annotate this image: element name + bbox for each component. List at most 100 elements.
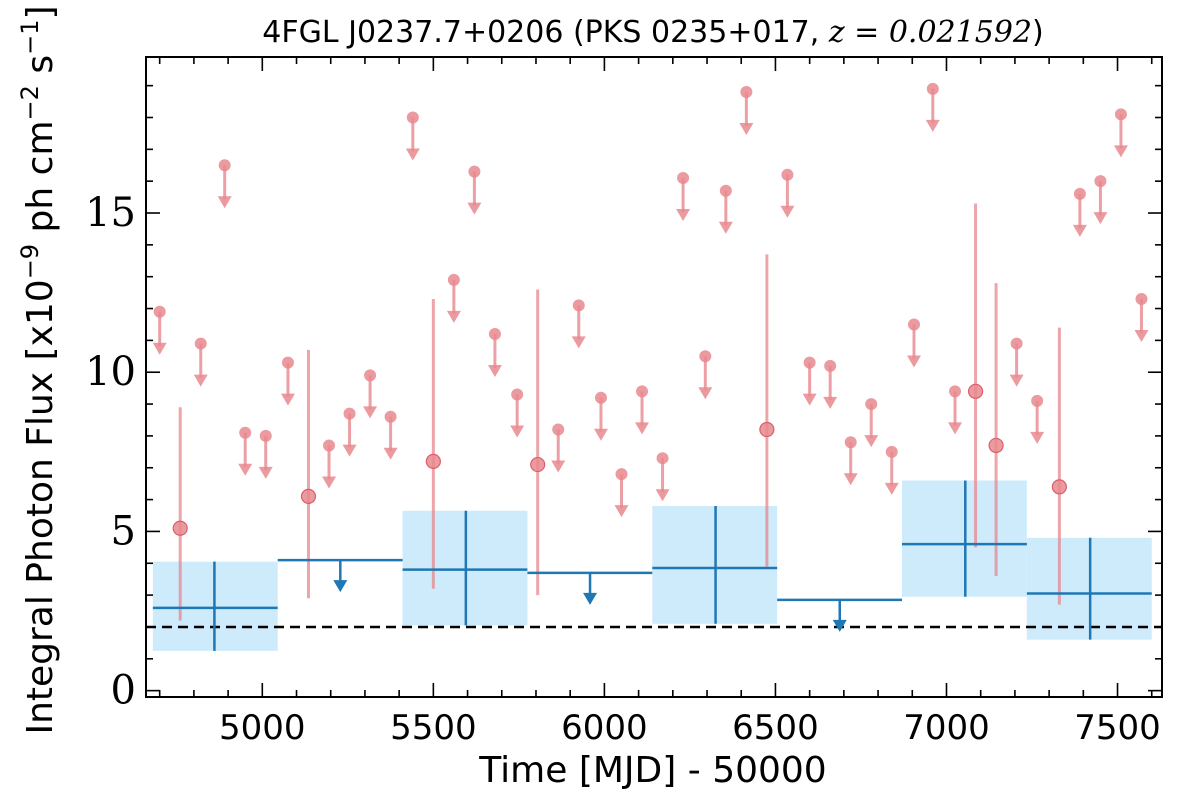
short-bin-upper-limit-point <box>781 168 794 181</box>
short-bin-upper-limit-arrow <box>342 444 357 457</box>
short-bin-detection-point <box>530 456 546 473</box>
short-bin-upper-limit-arrow <box>1030 431 1045 444</box>
short-bin-upper-limit-arrow <box>258 466 273 479</box>
short-bin-upper-limit-arrow <box>864 435 879 448</box>
short-bin-upper-limit-arrow <box>718 221 733 234</box>
short-bin-upper-limit-arrow <box>467 202 482 215</box>
short-bin-upper-limit-arrow <box>843 473 858 486</box>
short-bin-upper-limit-point <box>406 111 419 124</box>
short-bin-upper-limit-point <box>194 337 207 350</box>
y-tick-label: 10 <box>85 349 136 395</box>
long-bin-upper-limit-arrow <box>583 592 598 605</box>
short-bin-detection-point <box>300 488 317 505</box>
y-tick-label: 5 <box>111 508 136 554</box>
short-bin-upper-limit-point <box>865 398 878 411</box>
short-bin-upper-limit-arrow <box>906 355 921 368</box>
short-bin-upper-limit-point <box>343 407 356 420</box>
y-axis-label: Integral Photon Flux [x10−9 ph cm−2 s−1] <box>16 5 61 734</box>
x-tick-label: 7000 <box>903 708 990 748</box>
x-tick-label: 6000 <box>561 708 648 748</box>
short-bin-detection-point <box>988 437 1004 454</box>
short-bin-upper-limit-arrow <box>823 396 838 409</box>
short-bin-upper-limit-arrow <box>193 374 208 387</box>
short-bin-upper-limit-arrow <box>487 365 502 378</box>
short-bin-upper-limit-arrow <box>322 476 337 489</box>
x-tick-label: 5000 <box>219 708 306 748</box>
short-bin-upper-limit-point <box>824 359 837 372</box>
short-bin-upper-limit-arrow <box>948 422 963 435</box>
short-bin-upper-limit-point <box>239 426 252 439</box>
short-bin-upper-limit-arrow <box>780 205 795 218</box>
short-bin-upper-limit-point <box>803 356 816 369</box>
short-bin-upper-limit-point <box>153 305 166 318</box>
short-bin-upper-limit-arrow <box>1134 329 1149 342</box>
x-tick-label: 7500 <box>1074 708 1161 748</box>
short-bin-upper-limit-point <box>1114 108 1127 121</box>
short-bin-detection-point <box>172 520 188 536</box>
short-bin-upper-limit-point <box>323 439 336 452</box>
short-bin-upper-limit-point <box>615 468 628 481</box>
short-bin-upper-limit-point <box>656 452 669 465</box>
short-bin-upper-limit-point <box>1031 394 1044 407</box>
short-bin-upper-limit-arrow <box>571 336 586 349</box>
short-bin-upper-limit-arrow <box>925 119 940 132</box>
short-bin-upper-limit-point <box>364 369 377 382</box>
short-bin-upper-limit-arrow <box>238 463 253 476</box>
short-bin-upper-limit-arrow <box>1009 374 1024 387</box>
short-bin-upper-limit-arrow <box>739 123 754 136</box>
short-bin-upper-limit-point <box>552 423 565 436</box>
short-bin-upper-limit-point <box>885 445 898 458</box>
short-bin-upper-limit-point <box>259 429 272 442</box>
x-axis-label: Time [MJD] - 50000 <box>478 750 826 791</box>
short-bin-detection-point <box>759 421 775 438</box>
short-bin-upper-limit-point <box>1073 187 1086 200</box>
short-bin-upper-limit-arrow <box>655 489 670 502</box>
short-bin-upper-limit-point <box>572 299 585 312</box>
short-bin-upper-limit-arrow <box>280 393 295 406</box>
short-bin-upper-limit-point <box>218 159 231 172</box>
short-bin-upper-limit-point <box>1094 175 1107 188</box>
short-bin-upper-limit-arrow <box>614 505 629 518</box>
short-bin-upper-limit-point <box>699 350 712 363</box>
short-bin-upper-limit-point <box>636 385 649 398</box>
short-bin-upper-limit-arrow <box>383 447 398 460</box>
short-bin-upper-limit-arrow <box>635 422 650 435</box>
long-bin-upper-limit-arrow <box>832 619 847 632</box>
short-bin-upper-limit-arrow <box>551 460 566 473</box>
short-bin-upper-limit-point <box>926 82 939 95</box>
short-bin-upper-limit-point <box>1135 292 1148 305</box>
short-bin-upper-limit-point <box>719 184 732 197</box>
plot-frame <box>145 56 1163 698</box>
short-bin-upper-limit-arrow <box>510 425 525 438</box>
short-bin-upper-limit-point <box>594 391 607 404</box>
x-axis: 5000 5500 6000 6500 7000 7500 <box>158 57 1161 748</box>
short-bin-upper-limit-arrow <box>676 208 691 221</box>
short-bin-upper-limit-arrow <box>405 148 420 161</box>
plot-area <box>146 82 1162 651</box>
short-bin-upper-limit-point <box>844 436 857 449</box>
x-tick-label: 5500 <box>390 708 477 748</box>
short-bin-upper-limit-point <box>949 385 962 398</box>
short-bin-upper-limit-point <box>447 273 460 286</box>
short-bin-upper-limit-arrow <box>802 393 817 406</box>
short-bin-upper-limit-point <box>488 328 501 341</box>
short-bin-upper-limit-point <box>468 165 481 178</box>
short-bin-upper-limit-arrow <box>884 482 899 495</box>
short-bin-upper-limit-arrow <box>1113 145 1128 158</box>
short-bin-upper-limit-arrow <box>217 196 232 209</box>
short-bin-upper-limit-point <box>907 318 920 331</box>
short-bin-upper-limit-arrow <box>446 310 461 323</box>
short-bin-upper-limit-point <box>740 86 753 99</box>
short-bin-detection-point <box>1051 479 1067 495</box>
short-bin-upper-limit-arrow <box>593 428 608 441</box>
long-bin-upper-limit-arrow <box>333 580 348 593</box>
short-bin-upper-limit-arrow <box>698 387 713 400</box>
y-axis: 0 5 10 15 <box>85 84 1162 714</box>
short-bin-detection-point <box>425 453 441 469</box>
short-bin-upper-limit-arrow <box>363 406 378 419</box>
short-bin-upper-limit-point <box>384 410 397 423</box>
short-bin-upper-limit-arrow <box>152 342 167 355</box>
short-bin-upper-limit-point <box>677 171 690 184</box>
short-bin-upper-limit-arrow <box>1093 212 1108 225</box>
